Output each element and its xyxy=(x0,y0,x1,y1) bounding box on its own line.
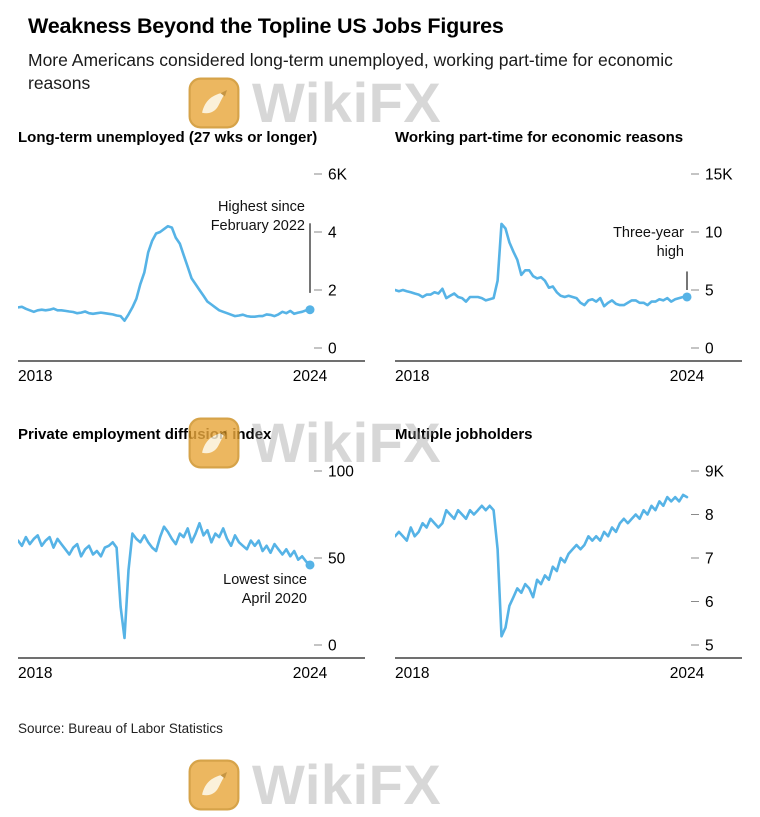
page-title: Weakness Beyond the Topline US Jobs Figu… xyxy=(28,14,504,38)
wikifx-logo-icon xyxy=(188,759,240,811)
panel-long-term-unemployed: Long-term unemployed (27 wks or longer) … xyxy=(16,129,365,390)
svg-text:0: 0 xyxy=(705,341,714,358)
x-axis-labels: 2018 2024 xyxy=(395,366,742,390)
panel-diffusion-index: Private employment diffusion index 100 50… xyxy=(16,426,365,687)
chart-canvas: 100 50 0 xyxy=(16,464,365,659)
plot-wrap: 15K 10 5 0 Three-year high xyxy=(393,162,742,362)
x-tick-end: 2024 xyxy=(669,665,705,683)
chart-title: Long-term unemployed (27 wks or longer) xyxy=(18,129,318,147)
x-tick-end: 2024 xyxy=(669,368,705,386)
chart-annotation: Lowest since April 2020 xyxy=(223,572,307,607)
chart-grid: Long-term unemployed (27 wks or longer) … xyxy=(16,129,742,687)
chart-title: Private employment diffusion index xyxy=(18,426,272,444)
x-axis-labels: 2018 2024 xyxy=(18,663,365,687)
x-axis-labels: 2018 2024 xyxy=(395,663,742,687)
svg-text:100: 100 xyxy=(328,464,354,481)
chart-canvas: 9K 8 7 6 5 xyxy=(393,464,742,659)
svg-text:50: 50 xyxy=(328,551,346,568)
svg-text:6: 6 xyxy=(705,594,714,611)
svg-text:0: 0 xyxy=(328,341,337,358)
chart-annotation: Highest since February 2022 xyxy=(210,199,305,234)
plot-wrap: 9K 8 7 6 5 xyxy=(393,459,742,659)
x-axis-labels: 2018 2024 xyxy=(18,366,365,390)
x-tick-start: 2018 xyxy=(395,368,430,386)
header: Weakness Beyond the Topline US Jobs Figu… xyxy=(28,14,742,95)
page-subtitle: More Americans considered long-term unem… xyxy=(28,50,673,94)
svg-text:8: 8 xyxy=(705,507,714,524)
chart-title: Working part-time for economic reasons xyxy=(395,129,684,147)
x-tick-start: 2018 xyxy=(395,665,430,683)
svg-text:7: 7 xyxy=(705,551,714,568)
panel-part-time-economic: Working part-time for economic reasons 1… xyxy=(393,129,742,390)
svg-text:4: 4 xyxy=(328,225,337,242)
svg-text:0: 0 xyxy=(328,638,337,655)
x-tick-end: 2024 xyxy=(292,665,328,683)
wikifx-watermark-text: WikiFX xyxy=(252,753,442,816)
source-note: Source: Bureau of Labor Statistics xyxy=(18,721,223,737)
chart-canvas: 15K 10 5 0 xyxy=(393,167,742,362)
plot-wrap: 100 50 0 Lowest since April 2020 xyxy=(16,459,365,659)
svg-text:9K: 9K xyxy=(705,464,725,481)
svg-text:2: 2 xyxy=(328,283,337,300)
svg-text:5: 5 xyxy=(705,283,714,300)
x-tick-end: 2024 xyxy=(292,368,328,386)
wikifx-watermark: WikiFX xyxy=(188,752,441,817)
svg-text:10: 10 xyxy=(705,225,723,242)
svg-text:5: 5 xyxy=(705,638,714,655)
x-tick-start: 2018 xyxy=(18,665,53,683)
x-tick-start: 2018 xyxy=(18,368,53,386)
chart-annotation: Three-year high xyxy=(613,225,684,260)
panel-multiple-jobholders: Multiple jobholders 9K 8 7 6 5 2018 2024 xyxy=(393,426,742,687)
chart-canvas: 6K 4 2 0 xyxy=(16,167,365,362)
svg-text:15K: 15K xyxy=(705,167,733,184)
plot-wrap: 6K 4 2 0 Highest since February 2022 xyxy=(16,162,365,362)
chart-title: Multiple jobholders xyxy=(395,426,533,444)
svg-text:6K: 6K xyxy=(328,167,348,184)
